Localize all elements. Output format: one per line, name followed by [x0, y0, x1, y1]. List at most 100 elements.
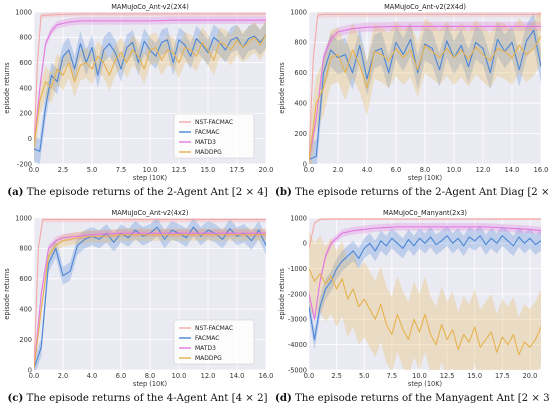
band-c-maddpg	[34, 228, 266, 370]
grid-b	[308, 11, 542, 165]
chart-d-svg: 0.0 2.5 5.0 7.5 10.0 12.5 15.0 17.5 20.0 -5000 -40…	[278, 209, 541, 388]
x-tick-d-2: 5.0	[359, 372, 370, 380]
chart-panel-a: 0.0 2.5 5.0 7.5 10.0 12.5 15.0 17.5 20.0 -200 0 200…	[0, 0, 275, 206]
x-tick-a-5: 12.5	[172, 166, 187, 174]
x-tick-c-4: 8.0	[145, 372, 156, 380]
x-tick-c-2: 4.0	[87, 372, 98, 380]
y-tick-a-5: 800	[19, 34, 32, 42]
x-tick-c-5: 10.0	[172, 372, 187, 380]
legend-label-c-facmac: FACMAC	[195, 335, 219, 342]
caption-b: (b) The episode returns of the 2-Agent A…	[275, 186, 550, 198]
y-tick-c-4: 800	[19, 245, 32, 253]
y-tick-b-0: 0	[303, 160, 307, 168]
x-tick-a-4: 10.0	[143, 166, 158, 174]
x-axis-label-b: step (10K)	[408, 174, 442, 182]
y-axis-label-c: episode returns	[3, 268, 11, 320]
y-tick-c-2: 400	[19, 306, 32, 314]
x-tick-b-5: 10.0	[447, 166, 462, 174]
line-d-maddpg	[309, 268, 541, 356]
x-tick-b-8: 16.0	[534, 166, 549, 174]
x-tick-b-2: 4.0	[362, 166, 373, 174]
x-tick-b-1: 2.0	[333, 166, 344, 174]
x-tick-c-8: 16.0	[259, 372, 274, 380]
y-tick-a-3: 400	[19, 84, 32, 92]
x-tick-d-8: 20.0	[523, 372, 538, 380]
y-tick-a-4: 600	[19, 59, 32, 67]
x-tick-c-7: 14.0	[230, 372, 245, 380]
caption-b-letter: (b)	[275, 186, 292, 198]
x-tick-d-0: 0.0	[304, 372, 315, 380]
x-tick-a-7: 17.5	[230, 166, 245, 174]
y-tick-b-5: 1000	[290, 8, 307, 16]
y-tick-a-2: 200	[19, 110, 32, 118]
legend-a: NST-FACMAC FACMAC MATD3 MADDPG	[173, 113, 255, 159]
y-tick-c-1: 200	[19, 336, 32, 344]
series-group-a	[34, 12, 266, 164]
y-tick-a-1: 0	[28, 135, 32, 143]
legend-box-c	[173, 319, 255, 365]
legend-box-a	[173, 113, 255, 159]
x-axis-label-a: step (10K)	[133, 174, 167, 182]
y-axis-label-d: episode returns	[278, 268, 286, 320]
chart-a-svg: 0.0 2.5 5.0 7.5 10.0 12.5 15.0 17.5 20.0 -200 0 200…	[3, 3, 273, 182]
x-tick-b-0: 0.0	[304, 166, 315, 174]
caption-d-text: The episode returns of the Manyagent Ant…	[291, 393, 550, 404]
x-axis-label-d: step (10K)	[408, 380, 442, 388]
x-tick-b-6: 12.0	[476, 166, 491, 174]
series-group-b	[309, 12, 541, 164]
caption-a-text: The episode returns of the 2-Agent Ant […	[23, 187, 268, 198]
band-a-maddpg	[34, 19, 266, 162]
x-tick-d-5: 12.5	[440, 372, 455, 380]
x-axis-label-c: step (10K)	[133, 380, 167, 388]
y-tick-d-4: -1000	[288, 265, 307, 273]
x-tick-d-3: 7.5	[387, 372, 398, 380]
chart-title-a: MAMuJoCo_Ant-v2(2X4)	[111, 3, 189, 11]
caption-b-text: The episode returns of the 2-Agent Ant D…	[291, 187, 550, 198]
y-tick-b-4: 800	[294, 39, 307, 47]
legend-label-a-maddpg: MADDPG	[195, 149, 222, 156]
y-tick-b-1: 200	[294, 130, 307, 138]
legend-label-a-nst: NST-FACMAC	[195, 119, 233, 126]
line-d-nst	[309, 218, 541, 249]
line-d-facmac	[309, 235, 541, 341]
line-c-matd3	[34, 232, 266, 369]
legend-c: NST-FACMAC FACMAC MATD3 MADDPG	[173, 319, 255, 365]
y-tick-d-6: 1000	[290, 214, 307, 222]
line-d-matd3	[309, 226, 541, 320]
y-axis-label-b: episode returns	[278, 62, 286, 114]
line-b-maddpg	[309, 36, 541, 162]
band-d-maddpg	[309, 230, 541, 370]
line-c-nst	[34, 218, 266, 367]
line-b-matd3	[309, 25, 541, 162]
line-a-nst	[34, 13, 266, 146]
x-tick-a-1: 2.5	[58, 166, 69, 174]
chart-panel-d: 0.0 2.5 5.0 7.5 10.0 12.5 15.0 17.5 20.0 -5000 -40…	[275, 206, 550, 412]
x-tick-d-7: 17.5	[495, 372, 510, 380]
legend-label-a-matd3: MATD3	[195, 139, 216, 146]
legend-label-c-nst: NST-FACMAC	[195, 325, 233, 332]
y-tick-c-3: 600	[19, 275, 32, 283]
y-tick-d-3: -2000	[288, 290, 307, 298]
caption-c: (c) The episode returns of the 4-Agent A…	[0, 392, 275, 404]
y-tick-a-6: 1000	[15, 8, 32, 16]
x-tick-c-0: 0.0	[29, 372, 40, 380]
band-b-matd3	[309, 21, 541, 164]
caption-d: (d) The episode returns of the Manyagent…	[275, 392, 550, 404]
chart-title-b: MAMuJoCo_Ant-v2(2X4d)	[384, 3, 466, 11]
y-tick-d-0: -5000	[288, 366, 307, 374]
y-axis-label-a: episode returns	[3, 62, 11, 114]
y-tick-d-5: 0	[303, 240, 307, 248]
legend-label-c-matd3: MATD3	[195, 345, 216, 352]
x-tick-d-1: 2.5	[331, 372, 342, 380]
x-tick-c-3: 6.0	[116, 372, 127, 380]
chart-panel-b: 0.0 2.0 4.0 6.0 8.0 10.0 12.0 14.0 16.0 0 200 400 60…	[275, 0, 550, 206]
caption-d-letter: (d)	[275, 392, 292, 404]
x-tick-a-6: 15.0	[201, 166, 216, 174]
caption-a-letter: (a)	[7, 186, 24, 198]
legend-label-c-maddpg: MADDPG	[195, 355, 222, 362]
band-b-facmac	[309, 13, 541, 164]
y-tick-d-2: -3000	[288, 316, 307, 324]
band-a-facmac	[34, 22, 266, 164]
x-tick-b-3: 6.0	[391, 166, 402, 174]
legend-label-a-facmac: FACMAC	[195, 129, 219, 136]
